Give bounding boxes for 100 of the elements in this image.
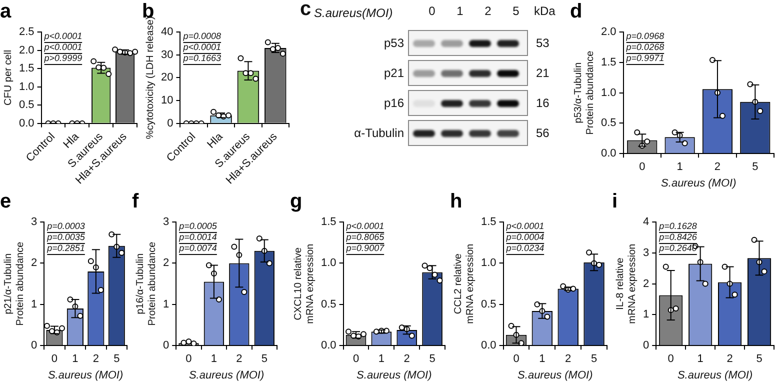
category-label: p53 [384, 36, 404, 50]
category-label: 5 [512, 4, 520, 18]
y-tick-label: 3 [642, 246, 650, 259]
y-tick-label: 30 [160, 48, 174, 61]
annotation: p>0.9999 [43, 53, 82, 63]
category-label: p16 [384, 96, 404, 110]
x-tick-label: 5 [114, 353, 120, 366]
x-tick-label: 5 [752, 161, 758, 174]
chart-title: i [612, 190, 618, 213]
annotation: p=0.8426 [658, 232, 697, 242]
chart-title: f [132, 190, 139, 213]
x-tick-label: 0 [668, 353, 674, 366]
x-axis-title: S.aureus (MOI) [356, 369, 432, 382]
y-axis-title: p53/α-Tubulin Protein abundance [572, 50, 596, 135]
y-tick-label: 0.0 [320, 340, 336, 352]
annotation: p=0.1628 [658, 221, 697, 231]
annotation: p=0.0004 [505, 232, 544, 242]
annotation: p=0.2640 [658, 243, 697, 253]
y-tick-label: 1 [30, 298, 38, 310]
annotation: p=0.2851 [46, 243, 85, 253]
y-tick-label: 1 [162, 298, 170, 310]
y-tick-label: 1 [642, 308, 650, 321]
y-tick-label: 2.0 [600, 26, 616, 38]
annotation: p=0.8065 [345, 232, 386, 242]
x-tick-label: 2 [92, 353, 99, 366]
y-tick-label: 3 [162, 216, 170, 228]
annotation: p<0.0001 [345, 221, 384, 231]
y-tick-label: 2 [642, 278, 650, 290]
x-tick-label: 5 [590, 353, 598, 366]
y-tick-label: 1.5 [600, 56, 616, 68]
y-tick-label: 1.0 [320, 257, 336, 270]
x-axis-title: S.aureus (MOI) [677, 369, 753, 382]
category-label: 1 [456, 4, 464, 18]
category-label: 56 [536, 126, 550, 140]
annotation: p<0.0001 [182, 42, 222, 52]
y-tick-label: 0 [162, 340, 170, 352]
category-label: α-Tubulin [354, 126, 404, 140]
y-tick-label: 0 [30, 340, 38, 352]
chart-title: g [290, 190, 302, 213]
y-axis-title: IL-8 relative mRNA expression [614, 244, 638, 324]
text: kDa [534, 4, 556, 18]
category-label: 0 [428, 4, 436, 18]
y-tick-label: 1.5 [320, 216, 336, 228]
x-tick-label: 2 [714, 161, 721, 174]
y-tick-label: 0.0 [18, 117, 34, 130]
y-tick-label: 1.5 [480, 216, 496, 228]
annotation: p=0.0234 [505, 243, 544, 253]
chart-title: e [0, 190, 12, 213]
annotation: p=0.0008 [182, 31, 222, 41]
y-axis-title: p16/α-Tubulin Protein abundance [134, 241, 158, 326]
x-tick-label: 0 [51, 353, 58, 366]
category-label: 53 [536, 36, 550, 50]
y-axis-title: p21/α-Tubulin Protein abundance [2, 241, 26, 326]
chart-title: h [450, 190, 462, 213]
x-tick-label: 5 [429, 353, 436, 366]
x-tick-label: 2 [726, 353, 733, 366]
chart-title: a [0, 0, 12, 23]
x-tick-label: 1 [697, 353, 704, 366]
y-tick-label: 0.5 [320, 298, 336, 310]
x-tick-label: 1 [378, 353, 384, 366]
y-tick-label: 1.5 [18, 62, 34, 75]
y-tick-label: 2.0 [18, 44, 34, 56]
x-tick-label: 2 [404, 353, 410, 366]
x-tick-label: 0 [352, 353, 360, 366]
x-tick-label: 5 [261, 353, 268, 366]
annotation: p=0.9007 [345, 243, 386, 253]
y-axis-title: %cytotoxicity (LDH release) [144, 16, 156, 140]
x-tick-label: 1 [676, 161, 683, 174]
annotation: p<0.0001 [43, 42, 82, 52]
category-label: p21 [384, 66, 404, 80]
annotation: p=0.0014 [178, 232, 217, 242]
x-tick-label: 2 [565, 353, 572, 366]
y-tick-label: 0.0 [600, 148, 616, 160]
y-tick-label: 1.0 [480, 257, 496, 270]
y-tick-label: 4 [642, 216, 650, 228]
x-tick-label: 0 [513, 353, 520, 366]
x-axis-title: S.aureus (MOI) [48, 369, 124, 382]
x-axis-title: S.aureus (MOI) [518, 369, 594, 382]
y-tick-label: 20 [160, 72, 174, 84]
y-tick-label: 1.0 [600, 86, 616, 99]
x-axis-title: S.aureus (MOI) [661, 177, 737, 190]
annotation: p=0.9971 [625, 53, 664, 63]
x-axis-title: S.aureus (MOI) [188, 369, 264, 382]
x-tick-label: 1 [539, 353, 546, 366]
y-tick-label: 40 [160, 26, 174, 38]
y-tick-label: 2 [162, 257, 170, 270]
x-tick-label: 1 [210, 353, 218, 366]
y-tick-label: 0 [167, 117, 174, 130]
annotation: p<0.0001 [43, 31, 82, 41]
annotation: p=0.1663 [182, 53, 222, 63]
y-tick-label: 1.0 [18, 80, 34, 93]
y-tick-label: 2.5 [18, 26, 34, 38]
annotation: p=0.0003 [46, 221, 85, 231]
y-tick-label: 0 [642, 340, 650, 352]
y-tick-label: 0.5 [600, 117, 616, 130]
annotation: p=0.0074 [178, 243, 217, 253]
annotation: p=0.0268 [625, 42, 664, 52]
x-tick-label: 1 [72, 353, 78, 366]
y-axis-title: CXCL10 relative mRNA expression [292, 244, 316, 324]
text: c [300, 0, 312, 21]
